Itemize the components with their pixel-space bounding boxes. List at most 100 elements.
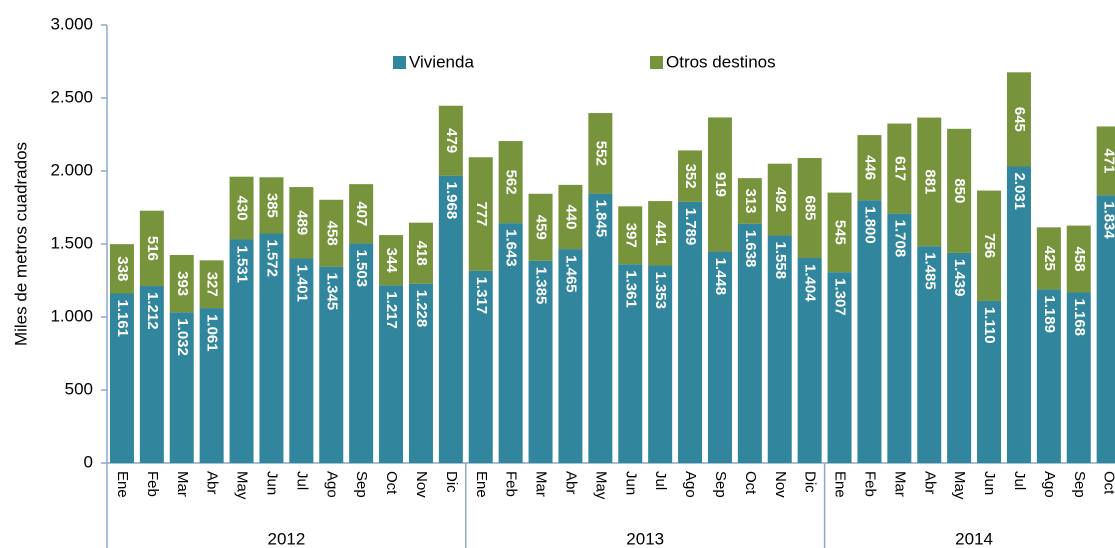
bar-segment <box>199 308 224 463</box>
value-label: 397 <box>622 223 639 248</box>
bar-segment <box>289 187 314 259</box>
bar-segment <box>109 244 134 294</box>
y-tick-label: 3.000 <box>50 14 93 33</box>
value-label: 1.353 <box>652 271 669 309</box>
bar-segment <box>947 128 972 253</box>
value-label: 1.834 <box>1101 201 1115 239</box>
value-label: 1.404 <box>802 264 819 302</box>
bar-segment <box>887 213 912 463</box>
value-label: 919 <box>712 172 729 197</box>
y-tick-label: 2.000 <box>50 160 93 179</box>
bar-segment <box>408 283 433 463</box>
x-tick-label: Sep <box>353 471 370 498</box>
bar-segment <box>229 176 254 240</box>
bar-segment <box>319 266 344 463</box>
value-label: 1.708 <box>891 220 908 258</box>
bar-segment <box>917 246 942 463</box>
x-tick-label: Dic <box>443 471 460 493</box>
bar-segment <box>857 200 882 463</box>
bar-segment <box>1096 195 1115 463</box>
bar-segment <box>977 300 1002 463</box>
value-label: 1.189 <box>1041 295 1058 333</box>
bar-segment <box>618 264 643 463</box>
value-label: 418 <box>413 241 430 266</box>
bar-segment <box>797 258 822 463</box>
x-tick-label: Ago <box>1041 471 1058 498</box>
value-label: 1.317 <box>473 277 490 315</box>
value-label: 1.032 <box>174 318 191 356</box>
y-tick-label: 1.000 <box>50 306 93 325</box>
value-label: 344 <box>383 248 400 274</box>
value-label: 385 <box>263 193 280 218</box>
x-tick-label: Sep <box>1071 471 1088 498</box>
value-label: 1.061 <box>204 314 221 352</box>
x-tick-label: Ene <box>473 471 490 498</box>
value-label: 562 <box>503 170 520 195</box>
value-label: 425 <box>1041 246 1058 271</box>
x-tick-label: Nov <box>772 471 789 498</box>
value-label: 407 <box>353 201 370 226</box>
bar-segment <box>737 178 762 224</box>
y-tick-label: 2.500 <box>50 87 93 106</box>
value-label: 1.572 <box>263 239 280 277</box>
x-tick-label: Ago <box>323 471 340 498</box>
bar-segment <box>1036 227 1061 290</box>
bar-segment <box>379 235 404 286</box>
bar-segment <box>618 206 643 265</box>
bar-segment <box>588 193 613 463</box>
x-tick-label: Abr <box>204 471 221 494</box>
bar-segment <box>648 265 673 463</box>
bar-segment <box>199 260 224 309</box>
bar-segment <box>139 210 164 287</box>
y-tick-label: 500 <box>65 379 93 398</box>
x-tick-label: Ago <box>682 471 699 498</box>
bar-segment <box>259 233 284 463</box>
bar-segment <box>588 113 613 194</box>
bar-segment <box>887 123 912 214</box>
value-label: 1.401 <box>293 264 310 302</box>
value-label: 1.307 <box>832 278 849 316</box>
value-label: 1.212 <box>144 292 161 330</box>
value-label: 545 <box>832 220 849 245</box>
bar-segment <box>797 158 822 259</box>
bar-segment <box>169 254 194 313</box>
group-label: 2013 <box>626 529 664 548</box>
bar-segment <box>468 157 493 271</box>
group-label: 2012 <box>267 529 305 548</box>
value-label: 492 <box>772 187 789 212</box>
x-tick-label: Feb <box>144 471 161 497</box>
y-axis-title: Miles de metros cuadrados <box>11 142 30 346</box>
x-tick-label: Jul <box>293 471 310 490</box>
value-label: 1.439 <box>951 259 968 297</box>
value-label: 313 <box>742 188 759 213</box>
value-label: 685 <box>802 195 819 220</box>
value-label: 338 <box>114 256 131 281</box>
bar-segment <box>678 201 703 463</box>
x-tick-label: Oct <box>742 471 759 495</box>
value-label: 352 <box>682 164 699 189</box>
bar-segment <box>1096 126 1115 196</box>
value-label: 1.361 <box>622 270 639 308</box>
x-tick-label: Mar <box>533 471 550 497</box>
bar-segment <box>857 135 882 201</box>
bar-segment <box>558 249 583 463</box>
value-label: 516 <box>144 236 161 261</box>
bar-segment <box>109 293 134 463</box>
value-label: 471 <box>1101 148 1115 173</box>
x-tick-label: May <box>234 471 251 500</box>
x-tick-label: Sep <box>712 471 729 498</box>
bar-segment <box>229 239 254 463</box>
bar-segment <box>498 223 523 463</box>
bar-segment <box>678 150 703 202</box>
x-tick-label: Ene <box>832 471 849 498</box>
bar-segment <box>1006 166 1031 463</box>
x-tick-label: May <box>592 471 609 500</box>
bar-segment <box>349 184 374 244</box>
value-label: 756 <box>981 233 998 258</box>
bar-segment <box>827 192 852 273</box>
bar-segment <box>139 286 164 463</box>
value-label: 459 <box>533 215 550 240</box>
value-label: 446 <box>861 155 878 180</box>
x-tick-label: Ene <box>114 471 131 498</box>
